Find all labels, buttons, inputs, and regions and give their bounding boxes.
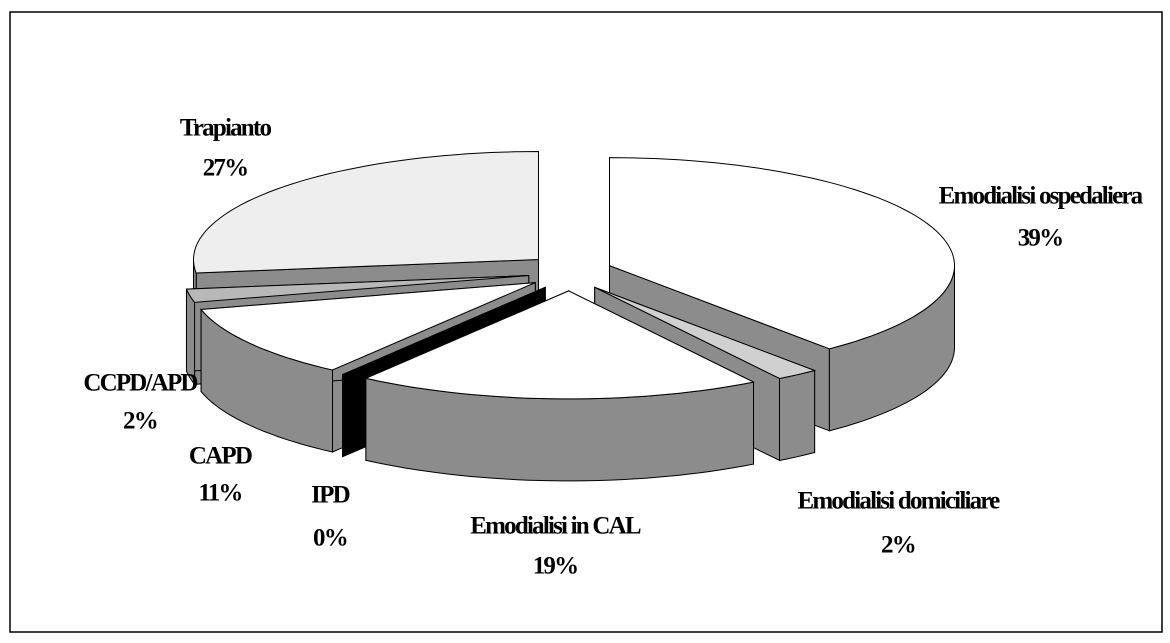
slice-label: Emodialisi domiciliare — [798, 488, 1001, 515]
slice-value-label: 11% — [198, 480, 241, 507]
slice-value-label: 19% — [533, 553, 578, 580]
slice-label: Emodialisi ospedaliera — [939, 183, 1144, 210]
slice-label: Trapianto — [180, 115, 272, 142]
slice-label: Emodialisi in CAL — [470, 513, 641, 540]
labels: Emodialisi ospedaliera 39% Emodialisi domi… — [83, 115, 1145, 580]
pie — [185, 150, 955, 482]
slice-label: IPD — [311, 482, 349, 509]
slice-top — [200, 282, 536, 371]
slice-top — [192, 150, 540, 274]
slice-value-label: 39% — [1018, 225, 1063, 252]
slice-value-label: 2% — [123, 408, 157, 435]
slice-top — [185, 275, 529, 303]
slice-value-label: 27% — [203, 155, 248, 182]
slice-label: CAPD — [189, 443, 252, 470]
slice-label: CCPD/APD — [83, 370, 197, 397]
slice-top — [342, 286, 546, 376]
slice-value-label: 2% — [881, 532, 915, 559]
slice-top — [594, 286, 817, 380]
slice-side — [779, 369, 816, 462]
slice-top — [608, 157, 955, 350]
slice-value-label: 0% — [313, 525, 347, 552]
slice-top — [364, 290, 756, 400]
